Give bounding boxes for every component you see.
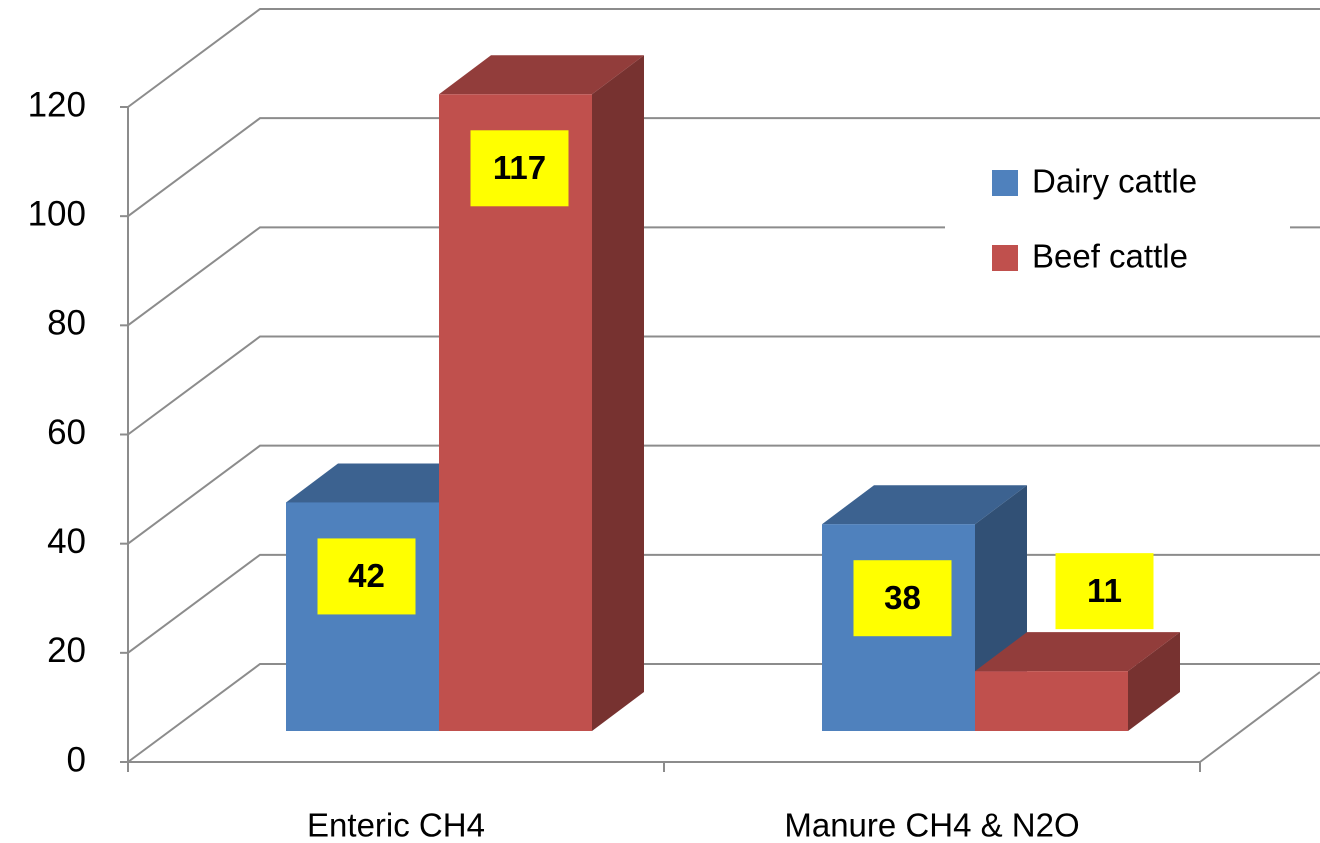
y-tick-label: 80 <box>47 304 86 343</box>
y-tick-label: 60 <box>47 413 86 452</box>
grid-line <box>127 8 1320 108</box>
y-tick-label: 100 <box>28 194 86 233</box>
data-label: 42 <box>348 557 385 594</box>
bar <box>286 502 439 731</box>
grid-line <box>127 117 1320 217</box>
bar-side <box>1128 632 1180 731</box>
data-label-box <box>853 560 952 637</box>
x-tick-label: Enteric CH4 <box>307 807 485 843</box>
x-tick-label: Manure CH4 & N2O <box>784 807 1079 843</box>
data-label: 11 <box>1087 572 1122 609</box>
grid-line <box>127 444 1320 545</box>
data-label: 38 <box>884 579 921 616</box>
data-label-box <box>1055 553 1154 630</box>
floor-edge <box>1199 671 1320 763</box>
data-label: 117 <box>493 149 546 186</box>
legend-swatch <box>992 245 1018 271</box>
legend-label: Beef cattle <box>1032 238 1188 275</box>
bar-top <box>439 55 644 95</box>
legend-swatch <box>992 170 1018 196</box>
y-tick-label: 120 <box>28 85 86 124</box>
bar <box>975 671 1128 731</box>
legend-label: Dairy cattle <box>1032 163 1197 200</box>
data-label-box <box>317 538 416 615</box>
y-tick-label: 0 <box>67 740 86 779</box>
grid-line <box>127 335 1320 436</box>
bar-top <box>822 485 1027 525</box>
bar-top <box>975 632 1180 672</box>
bar-side <box>592 55 644 731</box>
y-tick-label: 20 <box>47 631 86 670</box>
y-tick-label: 40 <box>47 522 86 561</box>
data-label-box <box>470 130 569 207</box>
